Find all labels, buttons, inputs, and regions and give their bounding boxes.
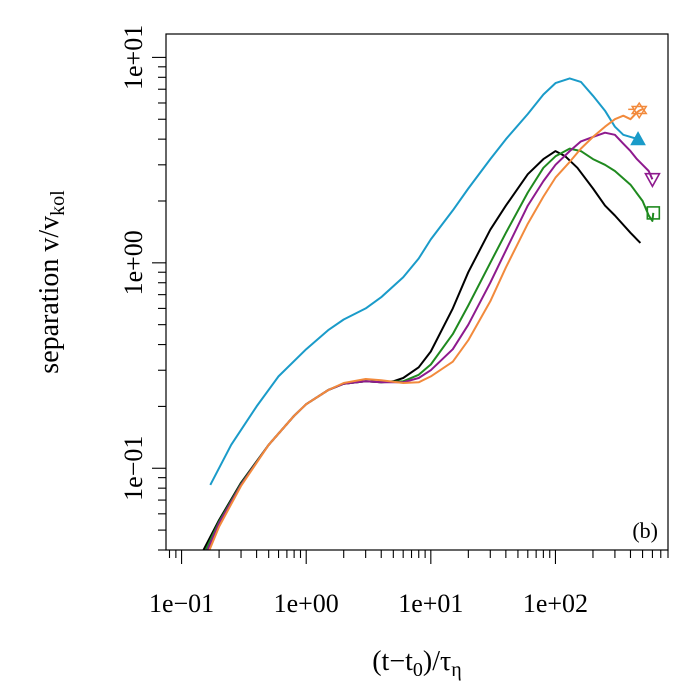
x-tick-label: 1e+01 — [398, 589, 463, 618]
marker-star-part — [630, 105, 648, 120]
x-tick-label: 1e−01 — [149, 589, 214, 618]
x-axis-title-mid: )/τ — [423, 646, 451, 677]
series-line — [208, 108, 644, 550]
plot-frame — [165, 33, 669, 551]
series-group — [202, 77, 655, 550]
x-axis-title: (t−t0)/τη — [372, 646, 462, 681]
series-line — [204, 147, 655, 550]
marker-open-square — [646, 206, 661, 220]
series-line — [202, 150, 642, 550]
marker-filled-triangle — [630, 131, 646, 146]
series-markers — [628, 101, 661, 220]
x-tick-label: 1e+02 — [523, 589, 588, 618]
series-line — [209, 77, 639, 486]
marker-open-triangle-down — [644, 172, 661, 188]
y-tick-label: 1e+00 — [119, 230, 148, 295]
x-tick-label: 1e+00 — [274, 589, 339, 618]
x-axis-title-sub2: η — [451, 659, 461, 681]
y-tick-label: 1e+01 — [119, 25, 148, 90]
axis-ticks: 1e−01 1e+00 1e+01 1e+02 1e−01 1e+00 1e+01 — [119, 25, 669, 618]
y-axis-title: separation v/vkol — [34, 190, 69, 374]
x-axis-title-sub1: 0 — [413, 659, 423, 681]
marker-star-part — [630, 101, 648, 115]
y-axis-title-sub: kol — [47, 190, 69, 216]
panel-label: (b) — [632, 518, 658, 543]
y-axis-title-main: separation v/v — [34, 216, 65, 374]
series-line — [206, 131, 654, 550]
x-axis-title-main: (t−t — [372, 646, 413, 677]
y-tick-label: 1e−01 — [119, 436, 148, 501]
